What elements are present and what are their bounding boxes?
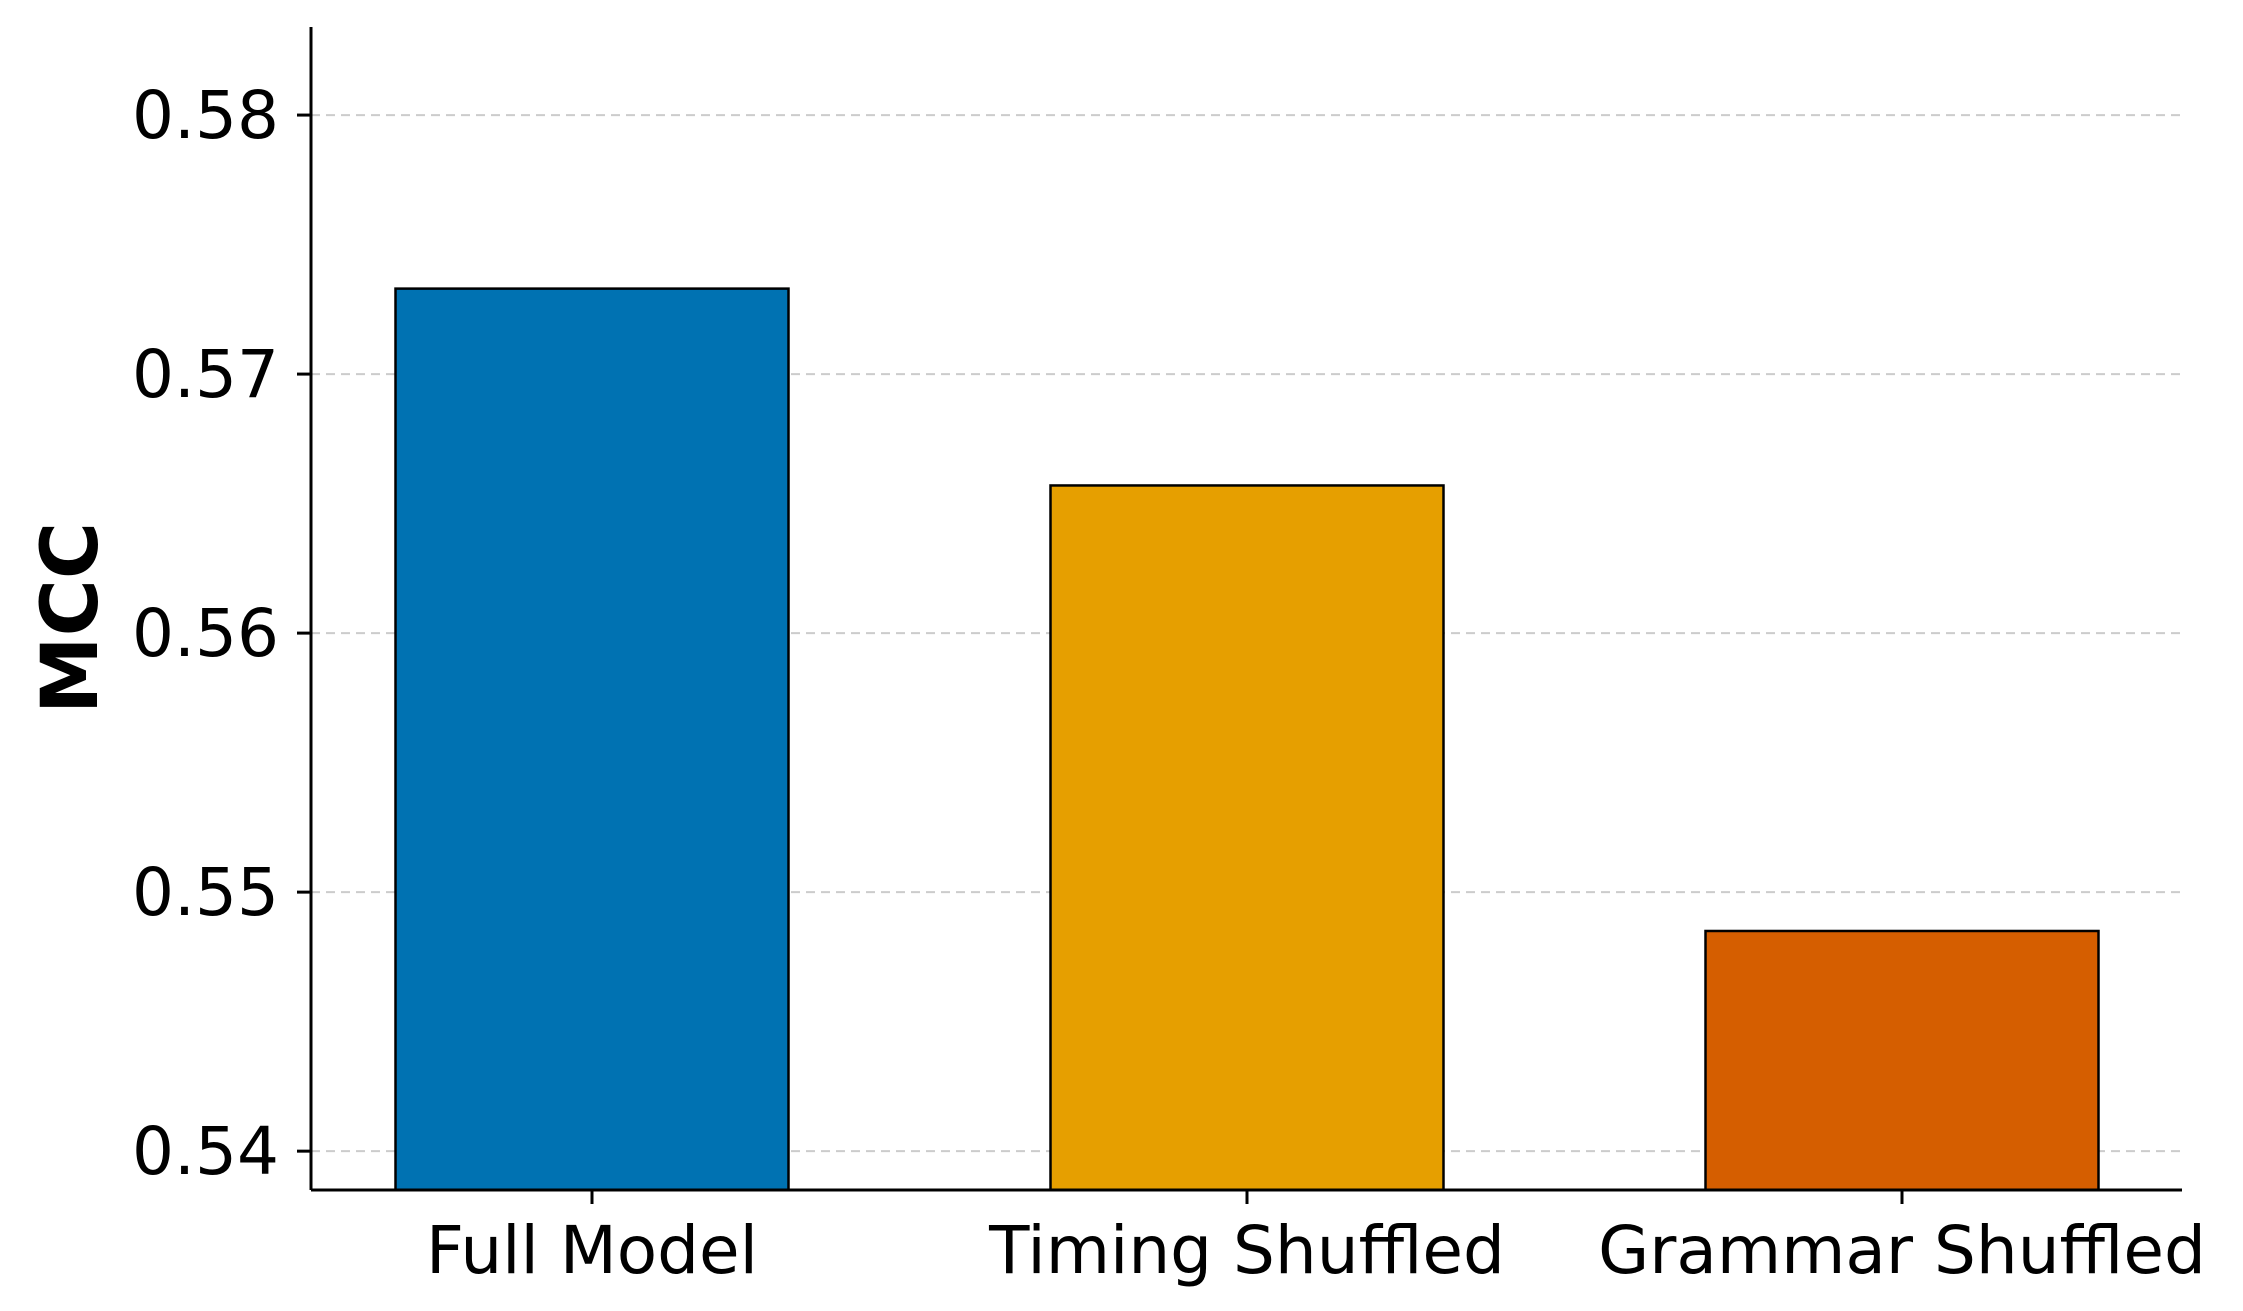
bar bbox=[1049, 484, 1445, 1192]
bar bbox=[1704, 929, 2100, 1192]
y-tick-label: 0.57 bbox=[132, 336, 279, 413]
x-tick-label: Full Model bbox=[426, 1212, 758, 1289]
x-tick-label: Grammar Shuffled bbox=[1598, 1212, 2206, 1289]
y-tick-label: 0.55 bbox=[132, 854, 279, 931]
y-tick-label: 0.56 bbox=[132, 595, 279, 672]
bar bbox=[394, 287, 790, 1192]
y-tick-label: 0.58 bbox=[132, 77, 279, 154]
x-ticks: Full Model Timing Shuffled Grammar Shuffle… bbox=[426, 1190, 2206, 1289]
bars bbox=[394, 287, 2100, 1192]
y-axis-title: MCC bbox=[26, 522, 116, 714]
y-ticks: 0.54 0.55 0.56 0.57 0.58 bbox=[132, 77, 311, 1190]
x-tick-label: Timing Shuffled bbox=[988, 1212, 1505, 1289]
y-tick-label: 0.54 bbox=[132, 1113, 279, 1190]
